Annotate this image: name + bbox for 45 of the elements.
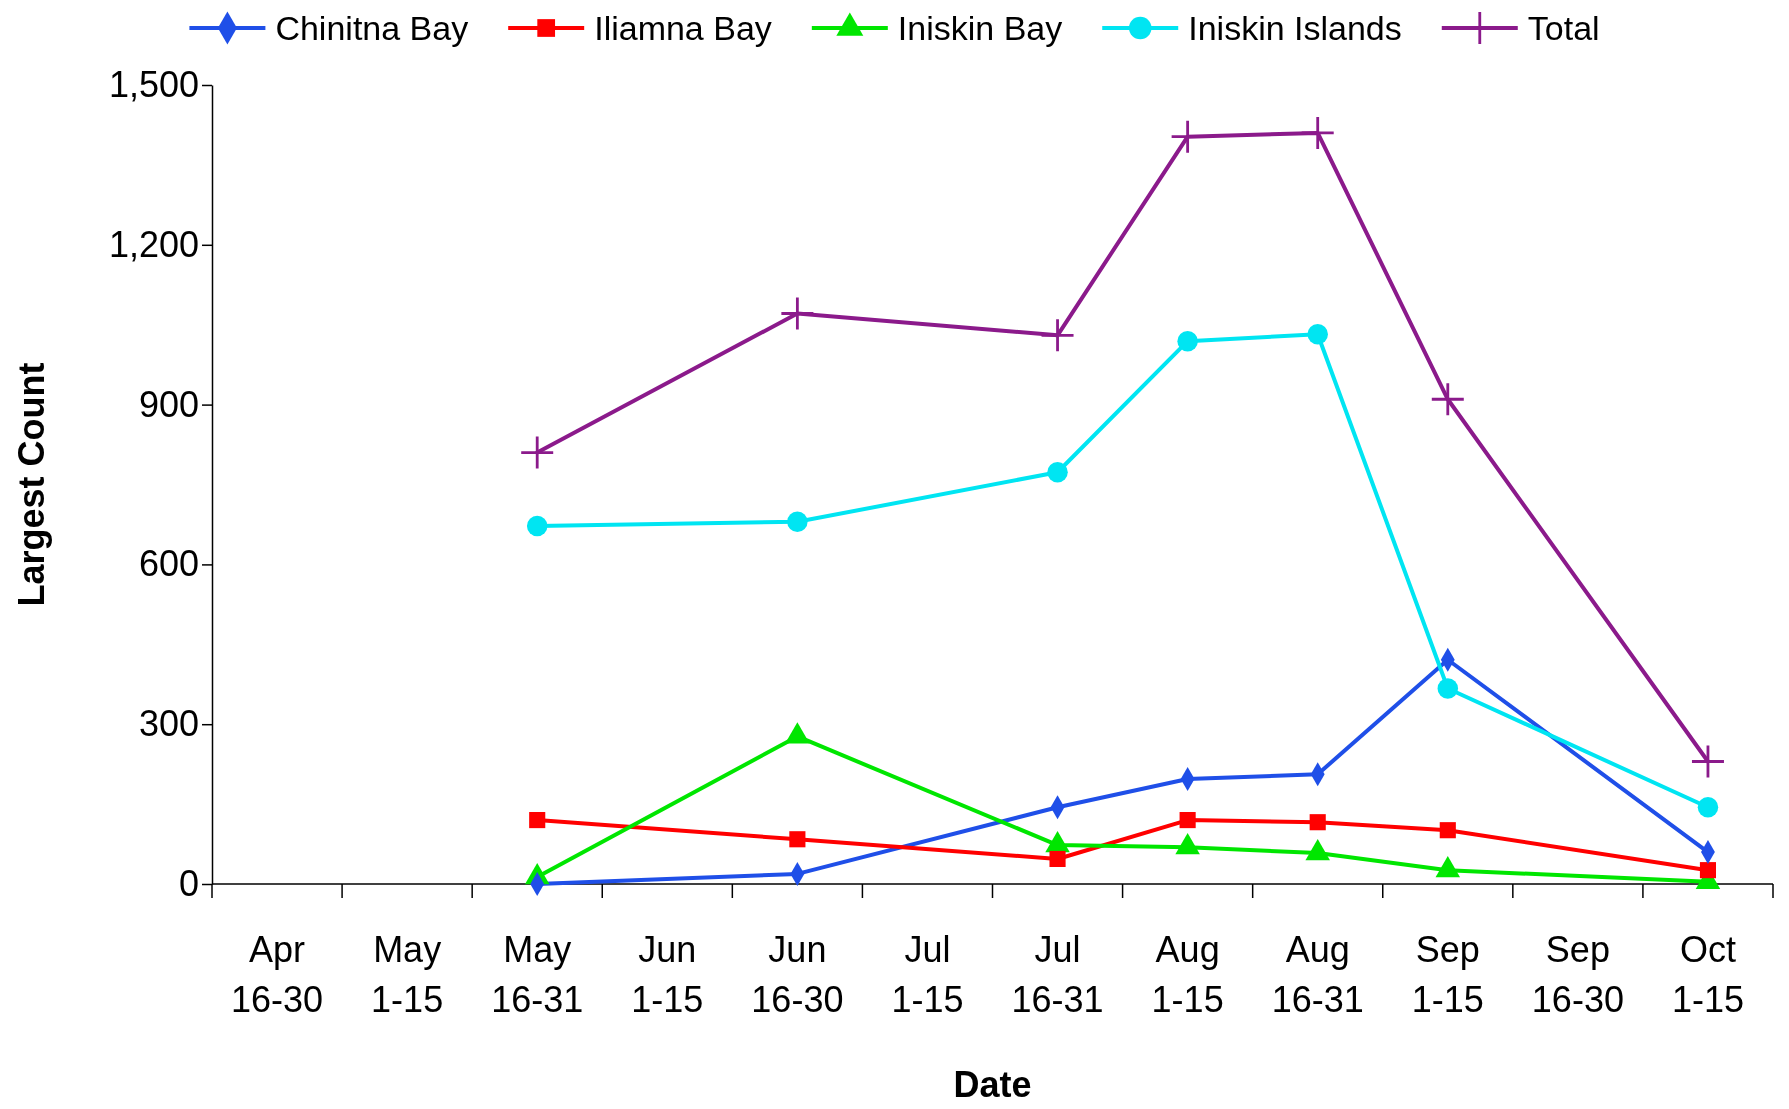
point bbox=[1699, 862, 1717, 879]
x-tick-label: Jul 16-31 bbox=[1011, 929, 1104, 1020]
y-axis-title: Largest Count bbox=[11, 362, 52, 607]
y-tick-label: 600 bbox=[138, 543, 199, 585]
legend-label: Chinitna Bay bbox=[275, 9, 469, 47]
x-tick-label: May 1-15 bbox=[371, 929, 444, 1020]
point bbox=[1177, 330, 1198, 352]
point bbox=[1309, 814, 1326, 831]
x-tick-label: Aug 1-15 bbox=[1151, 929, 1224, 1020]
x-tick-label: Sep 1-15 bbox=[1411, 929, 1484, 1020]
legend-label: Total bbox=[1527, 9, 1600, 47]
legend-label: Iliamna Bay bbox=[594, 9, 772, 47]
y-tick-label: 1,200 bbox=[108, 223, 199, 265]
point bbox=[526, 515, 548, 537]
y-tick-label: 1,500 bbox=[108, 64, 199, 106]
x-tick-label: Apr 16-30 bbox=[231, 929, 324, 1020]
x-axis-title: Date bbox=[953, 1064, 1032, 1105]
point bbox=[1439, 822, 1456, 839]
legend-label: Iniskin Bay bbox=[897, 9, 1063, 47]
x-tick-label: Jun 16-30 bbox=[751, 929, 844, 1020]
point bbox=[1437, 678, 1459, 699]
point bbox=[1301, 116, 1334, 149]
point bbox=[789, 831, 806, 848]
point bbox=[1431, 383, 1464, 416]
point bbox=[1179, 812, 1196, 829]
point bbox=[1049, 850, 1066, 868]
point bbox=[521, 436, 554, 469]
point bbox=[1307, 324, 1328, 345]
legend-label: Iniskin Islands bbox=[1188, 9, 1402, 47]
point bbox=[1047, 462, 1068, 483]
x-tick-label: Aug 16-31 bbox=[1271, 929, 1364, 1020]
y-tick-label: 900 bbox=[138, 383, 199, 425]
x-tick-label: May 16-31 bbox=[491, 929, 584, 1020]
point bbox=[1041, 319, 1074, 352]
point bbox=[787, 511, 808, 533]
x-tick-label: Sep 16-30 bbox=[1531, 929, 1624, 1020]
point bbox=[529, 812, 546, 829]
y-tick-label: 0 bbox=[178, 863, 199, 905]
x-tick-label: Jul 1-15 bbox=[891, 929, 964, 1020]
point bbox=[1697, 797, 1719, 818]
point bbox=[781, 297, 814, 330]
x-tick-label: Jun 1-15 bbox=[631, 929, 704, 1020]
y-tick-label: 300 bbox=[138, 703, 199, 745]
x-tick-label: Oct 1-15 bbox=[1671, 929, 1744, 1020]
point bbox=[1691, 745, 1724, 778]
